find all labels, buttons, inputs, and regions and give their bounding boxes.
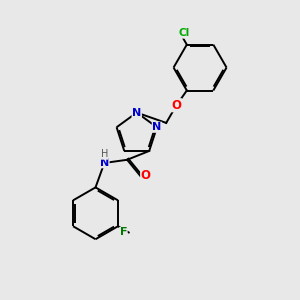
Text: N: N	[152, 122, 161, 132]
Text: N: N	[132, 108, 141, 118]
Text: N: N	[100, 158, 109, 168]
Text: O: O	[141, 169, 151, 182]
Text: H: H	[101, 149, 108, 160]
Text: F: F	[120, 227, 127, 237]
Text: O: O	[172, 99, 182, 112]
Text: Cl: Cl	[179, 28, 190, 38]
